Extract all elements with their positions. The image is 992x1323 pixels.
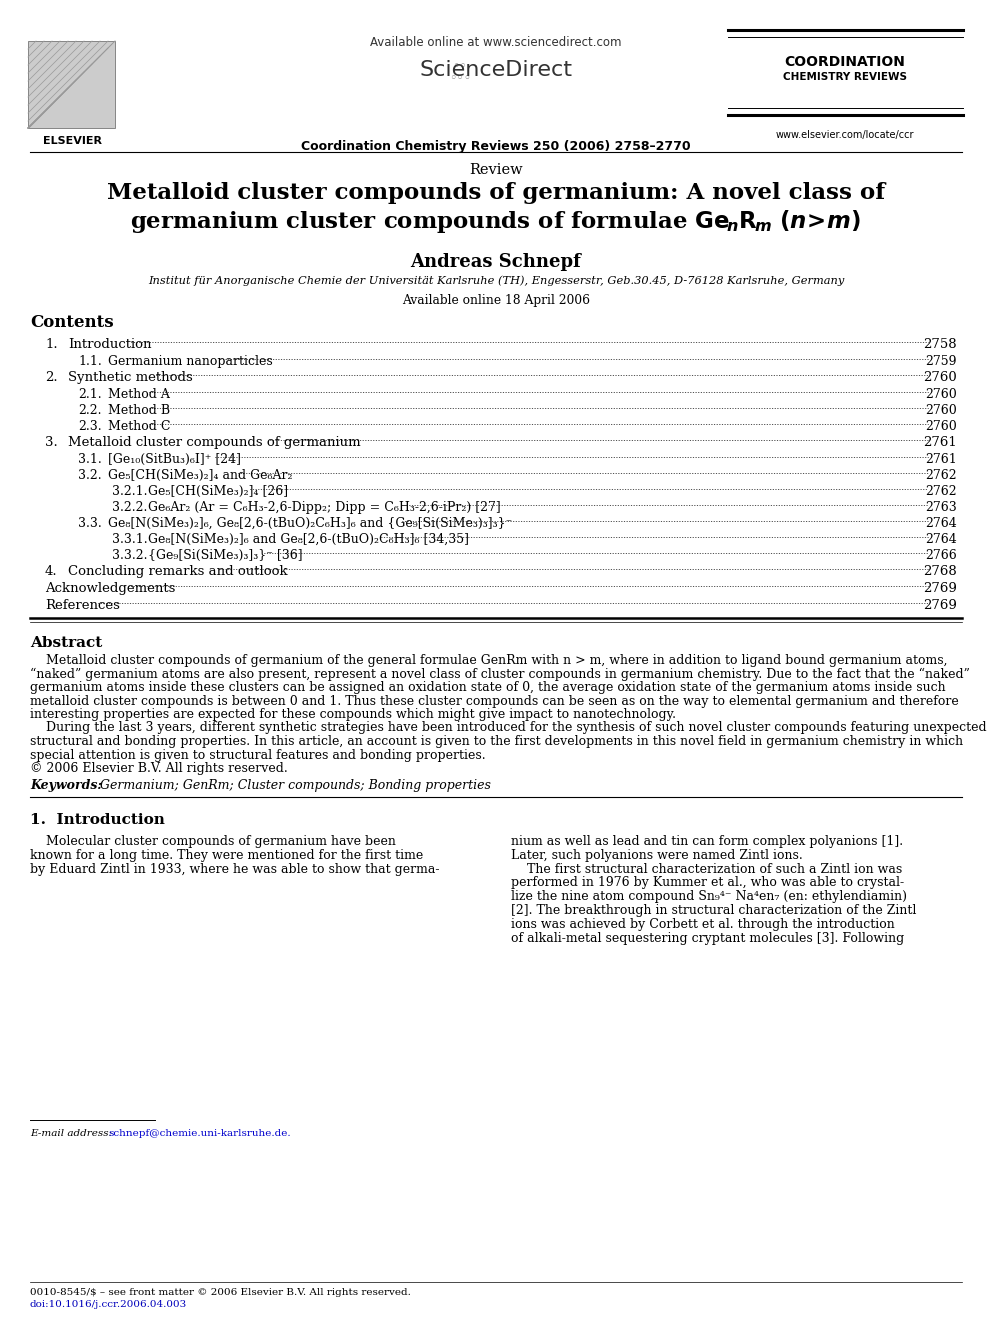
Text: E-mail address:: E-mail address: xyxy=(30,1129,112,1138)
Text: Acknowledgements: Acknowledgements xyxy=(45,582,176,595)
Text: 2758: 2758 xyxy=(924,337,957,351)
Text: doi:10.1016/j.ccr.2006.04.003: doi:10.1016/j.ccr.2006.04.003 xyxy=(30,1301,187,1308)
Text: 3.2.: 3.2. xyxy=(78,468,101,482)
Text: ELSEVIER: ELSEVIER xyxy=(43,136,101,146)
Text: 4.: 4. xyxy=(45,565,58,578)
Text: Institut für Anorganische Chemie der Universität Karlsruhe (TH), Engesserstr, Ge: Institut für Anorganische Chemie der Uni… xyxy=(148,275,844,286)
Text: schnepf@chemie.uni-karlsruhe.de.: schnepf@chemie.uni-karlsruhe.de. xyxy=(108,1129,291,1138)
Text: [2]. The breakthrough in structural characterization of the Zintl: [2]. The breakthrough in structural char… xyxy=(511,904,917,917)
Text: 3.3.2.: 3.3.2. xyxy=(112,549,148,562)
Text: Available online 18 April 2006: Available online 18 April 2006 xyxy=(402,294,590,307)
Text: germanium atoms inside these clusters can be assigned an oxidation state of 0, t: germanium atoms inside these clusters ca… xyxy=(30,681,945,695)
Text: known for a long time. They were mentioned for the first time: known for a long time. They were mention… xyxy=(30,849,424,861)
Text: Coordination Chemistry Reviews 250 (2006) 2758–2770: Coordination Chemistry Reviews 250 (2006… xyxy=(302,140,690,153)
Text: 2769: 2769 xyxy=(924,582,957,595)
Text: 2763: 2763 xyxy=(926,501,957,515)
Text: 3.: 3. xyxy=(45,437,58,448)
Text: 3.2.2.: 3.2.2. xyxy=(112,501,148,515)
Text: The first structural characterization of such a Zintl ion was: The first structural characterization of… xyxy=(511,863,903,876)
Text: ScienceDirect: ScienceDirect xyxy=(420,60,572,79)
Text: Ge₅[CH(SiMe₃)₂]₄ [26]: Ge₅[CH(SiMe₃)₂]₄ [26] xyxy=(148,486,288,497)
Text: 3.2.1.: 3.2.1. xyxy=(112,486,148,497)
Text: 2762: 2762 xyxy=(926,486,957,497)
Text: Review: Review xyxy=(469,163,523,177)
Text: [Ge₁₀(SitBu₃)₆I]⁺ [24]: [Ge₁₀(SitBu₃)₆I]⁺ [24] xyxy=(108,452,241,466)
Text: {Ge₉[Si(SiMe₃)₃]₃}⁻ [36]: {Ge₉[Si(SiMe₃)₃]₃}⁻ [36] xyxy=(148,549,303,562)
Text: 2.: 2. xyxy=(45,370,58,384)
Text: Method B: Method B xyxy=(108,404,170,417)
Text: metalloid cluster compounds is between 0 and 1. Thus these cluster compounds can: metalloid cluster compounds is between 0… xyxy=(30,695,958,708)
Text: 2760: 2760 xyxy=(926,388,957,401)
Text: Germanium nanoparticles: Germanium nanoparticles xyxy=(108,355,273,368)
Text: 1.  Introduction: 1. Introduction xyxy=(30,814,165,827)
Text: Introduction: Introduction xyxy=(68,337,152,351)
Text: 1.: 1. xyxy=(45,337,58,351)
Text: 2759: 2759 xyxy=(926,355,957,368)
Text: Keywords:: Keywords: xyxy=(30,779,102,792)
Text: lize the nine atom compound Sn₉⁴⁻ Na⁴en₇ (en: ethylendiamin): lize the nine atom compound Sn₉⁴⁻ Na⁴en₇… xyxy=(511,890,907,904)
Text: References: References xyxy=(45,599,120,613)
Text: www.elsevier.com/locate/ccr: www.elsevier.com/locate/ccr xyxy=(776,130,915,140)
Text: 2760: 2760 xyxy=(926,404,957,417)
Text: ◦◦
◦◦◦: ◦◦ ◦◦◦ xyxy=(449,60,471,85)
Text: 0010-8545/$ – see front matter © 2006 Elsevier B.V. All rights reserved.: 0010-8545/$ – see front matter © 2006 El… xyxy=(30,1289,411,1297)
Text: 2760: 2760 xyxy=(926,419,957,433)
Text: of alkali-metal sequestering cryptant molecules [3]. Following: of alkali-metal sequestering cryptant mo… xyxy=(511,931,905,945)
Text: Germanium; GenRm; Cluster compounds; Bonding properties: Germanium; GenRm; Cluster compounds; Bon… xyxy=(100,779,491,792)
Text: germanium cluster compounds of formulae $\mathbf{Ge}_{\!\boldsymbol{n}}\mathbf{R: germanium cluster compounds of formulae … xyxy=(131,208,861,235)
Text: 2762: 2762 xyxy=(926,468,957,482)
Text: 3.3.: 3.3. xyxy=(78,517,102,531)
Text: nium as well as lead and tin can form complex polyanions [1].: nium as well as lead and tin can form co… xyxy=(511,835,903,848)
Text: Metalloid cluster compounds of germanium: A novel class of: Metalloid cluster compounds of germanium… xyxy=(107,183,885,204)
Text: Method A: Method A xyxy=(108,388,170,401)
Text: Later, such polyanions were named Zintl ions.: Later, such polyanions were named Zintl … xyxy=(511,849,803,861)
Text: special attention is given to structural features and bonding properties.: special attention is given to structural… xyxy=(30,749,486,762)
Text: Available online at www.sciencedirect.com: Available online at www.sciencedirect.co… xyxy=(370,36,622,49)
Text: Ge₈[N(SiMe₃)₂]₆ and Ge₈[2,6-(tBuO)₂C₆H₃]₆ [34,35]: Ge₈[N(SiMe₃)₂]₆ and Ge₈[2,6-(tBuO)₂C₆H₃]… xyxy=(148,533,469,546)
Text: Metalloid cluster compounds of germanium of the general formulae GenRm with n > : Metalloid cluster compounds of germanium… xyxy=(30,654,947,667)
Bar xyxy=(28,41,115,128)
Text: 2760: 2760 xyxy=(924,370,957,384)
Text: 3.3.1.: 3.3.1. xyxy=(112,533,148,546)
Text: 2764: 2764 xyxy=(926,533,957,546)
Text: During the last 3 years, different synthetic strategies have been introduced for: During the last 3 years, different synth… xyxy=(30,721,987,734)
Text: 2764: 2764 xyxy=(926,517,957,531)
Text: 2.2.: 2.2. xyxy=(78,404,101,417)
Text: performed in 1976 by Kummer et al., who was able to crystal-: performed in 1976 by Kummer et al., who … xyxy=(511,876,904,889)
Text: ions was achieved by Corbett et al. through the introduction: ions was achieved by Corbett et al. thro… xyxy=(511,918,895,931)
Text: Concluding remarks and outlook: Concluding remarks and outlook xyxy=(68,565,288,578)
Text: Ge₆Ar₂ (Ar = C₆H₃-2,6-Dipp₂; Dipp = C₆H₃-2,6-iPr₂) [27]: Ge₆Ar₂ (Ar = C₆H₃-2,6-Dipp₂; Dipp = C₆H₃… xyxy=(148,501,501,515)
Text: Molecular cluster compounds of germanium have been: Molecular cluster compounds of germanium… xyxy=(30,835,396,848)
Text: 2766: 2766 xyxy=(926,549,957,562)
Text: by Eduard Zintl in 1933, where he was able to show that germa-: by Eduard Zintl in 1933, where he was ab… xyxy=(30,863,439,876)
Text: Synthetic methods: Synthetic methods xyxy=(68,370,192,384)
Text: © 2006 Elsevier B.V. All rights reserved.: © 2006 Elsevier B.V. All rights reserved… xyxy=(30,762,288,775)
Text: 2769: 2769 xyxy=(924,599,957,613)
Text: CHEMISTRY REVIEWS: CHEMISTRY REVIEWS xyxy=(783,71,907,82)
Text: Abstract: Abstract xyxy=(30,636,102,650)
Text: 2.1.: 2.1. xyxy=(78,388,101,401)
Text: 2761: 2761 xyxy=(926,452,957,466)
Text: 3.1.: 3.1. xyxy=(78,452,102,466)
Text: 2.3.: 2.3. xyxy=(78,419,101,433)
Text: Method C: Method C xyxy=(108,419,171,433)
Text: 1.1.: 1.1. xyxy=(78,355,102,368)
Text: Ge₈[N(SiMe₃)₂]₆, Ge₈[2,6-(tBuO)₂C₆H₃]₆ and {Ge₉[Si(SiMe₃)₃]₃}⁻: Ge₈[N(SiMe₃)₂]₆, Ge₈[2,6-(tBuO)₂C₆H₃]₆ a… xyxy=(108,517,512,531)
Text: Metalloid cluster compounds of germanium: Metalloid cluster compounds of germanium xyxy=(68,437,361,448)
Text: structural and bonding properties. In this article, an account is given to the f: structural and bonding properties. In th… xyxy=(30,736,963,747)
Text: Andreas Schnepf: Andreas Schnepf xyxy=(411,253,581,271)
Text: Contents: Contents xyxy=(30,314,114,331)
Text: Ge₅[CH(SiMe₃)₂]₄ and Ge₆Ar₂: Ge₅[CH(SiMe₃)₂]₄ and Ge₆Ar₂ xyxy=(108,468,293,482)
Text: 2761: 2761 xyxy=(924,437,957,448)
Text: “naked” germanium atoms are also present, represent a novel class of cluster com: “naked” germanium atoms are also present… xyxy=(30,668,970,681)
Text: COORDINATION: COORDINATION xyxy=(785,56,906,69)
Text: 2768: 2768 xyxy=(924,565,957,578)
Text: interesting properties are expected for these compounds which might give impact : interesting properties are expected for … xyxy=(30,708,676,721)
